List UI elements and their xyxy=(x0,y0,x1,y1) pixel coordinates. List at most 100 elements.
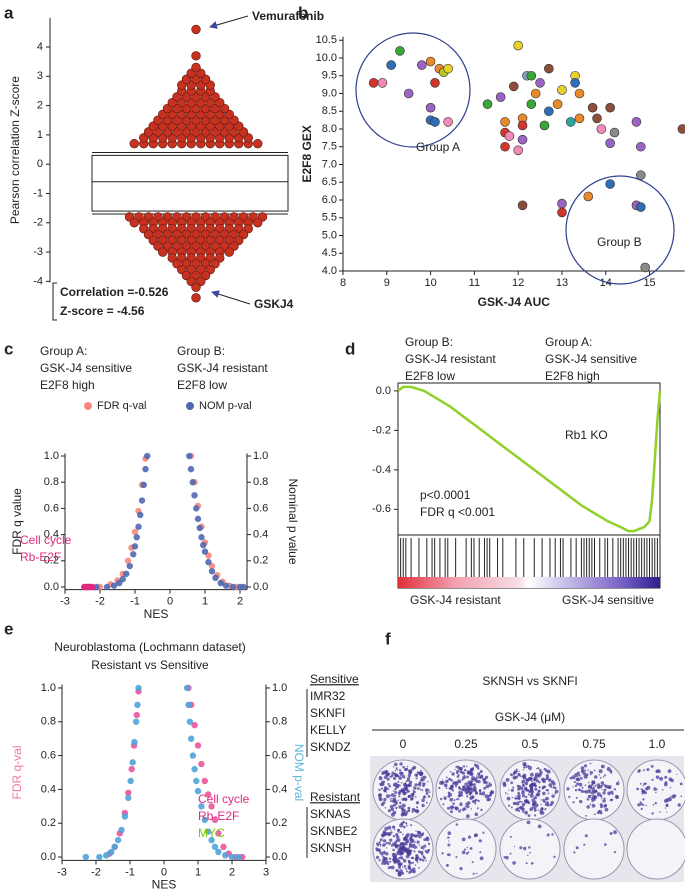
panel-title: SKNSH vs SKNFI xyxy=(482,674,577,688)
colony xyxy=(389,798,391,800)
colony xyxy=(658,770,661,773)
colony xyxy=(544,808,547,811)
colony xyxy=(393,794,397,797)
x-tick-label: -3 xyxy=(60,596,70,608)
colony xyxy=(409,780,413,784)
colony xyxy=(478,775,482,779)
data-point xyxy=(508,81,519,92)
data-point xyxy=(131,528,139,536)
data-point xyxy=(191,24,201,35)
colony xyxy=(517,797,520,800)
colony xyxy=(396,769,399,771)
colony xyxy=(398,773,400,775)
colony xyxy=(472,872,475,875)
data-point xyxy=(129,138,139,149)
colony xyxy=(466,795,469,798)
colony xyxy=(398,769,402,772)
colony xyxy=(474,812,479,817)
colony xyxy=(478,839,482,843)
data-point xyxy=(131,543,139,550)
dose-label: GSK-J4 (μM) xyxy=(495,710,565,724)
colony xyxy=(521,790,525,795)
data-point xyxy=(131,738,138,746)
colony xyxy=(467,788,470,790)
colony xyxy=(651,812,654,815)
colony xyxy=(542,780,544,783)
colony xyxy=(407,784,410,787)
colony xyxy=(603,788,607,792)
colony xyxy=(591,803,596,808)
data-point xyxy=(191,282,201,292)
colony xyxy=(441,852,444,855)
colony xyxy=(524,810,528,815)
colony xyxy=(572,786,574,788)
colony xyxy=(530,789,534,794)
colony xyxy=(514,797,516,799)
colony xyxy=(601,765,604,768)
colony xyxy=(515,775,518,779)
x-tick-label: 9 xyxy=(384,277,390,289)
colony xyxy=(483,786,487,790)
x-tick-label: -1 xyxy=(125,866,135,878)
colony xyxy=(384,839,387,842)
colony xyxy=(615,781,620,786)
colony xyxy=(458,794,461,797)
colony xyxy=(521,781,524,784)
colony xyxy=(389,775,392,778)
data-point xyxy=(631,117,642,127)
colony xyxy=(452,802,455,805)
colony xyxy=(598,774,600,776)
colony xyxy=(378,788,381,792)
data-point xyxy=(108,848,115,856)
colony xyxy=(387,841,391,845)
data-point xyxy=(557,198,567,209)
colony xyxy=(575,846,579,850)
colony xyxy=(525,795,528,799)
colony xyxy=(636,787,639,791)
colony xyxy=(388,784,392,788)
colony xyxy=(542,791,546,796)
y2-tick-label: 0.8 xyxy=(272,716,287,728)
group-circle xyxy=(355,32,471,148)
colony xyxy=(533,806,537,810)
data-point xyxy=(205,791,212,798)
data-point xyxy=(194,742,202,749)
colony xyxy=(427,781,429,783)
data-point xyxy=(430,78,440,88)
colony xyxy=(642,804,645,806)
annotation: Rb-E2F xyxy=(198,809,239,823)
colony xyxy=(516,784,520,788)
data-point xyxy=(565,117,576,127)
colony xyxy=(403,786,406,789)
colony xyxy=(588,790,592,794)
colony xyxy=(531,803,536,807)
colony xyxy=(383,770,387,775)
colony xyxy=(425,849,430,854)
panel-label: b xyxy=(298,3,308,22)
data-point xyxy=(133,534,140,541)
colony xyxy=(665,798,670,802)
colony xyxy=(463,848,467,851)
data-point xyxy=(111,843,118,851)
colony xyxy=(588,781,590,784)
colony xyxy=(393,860,397,864)
colony xyxy=(574,789,578,792)
colony xyxy=(528,846,531,849)
colony xyxy=(551,794,555,798)
y-tick-label: 0 xyxy=(37,158,43,170)
data-point xyxy=(198,534,205,541)
annotation: Cell cycle xyxy=(20,533,72,547)
x-tick-label: 1 xyxy=(202,596,208,608)
colony xyxy=(425,788,429,792)
colony xyxy=(576,782,580,786)
data-point xyxy=(253,138,263,149)
colony xyxy=(392,835,396,838)
colony xyxy=(451,797,453,800)
colony xyxy=(584,784,587,786)
x-tick-label: 8 xyxy=(340,277,346,289)
colony xyxy=(531,786,534,788)
colony xyxy=(421,803,425,808)
colony xyxy=(419,858,422,861)
data-point xyxy=(82,853,90,861)
colony xyxy=(481,791,486,796)
